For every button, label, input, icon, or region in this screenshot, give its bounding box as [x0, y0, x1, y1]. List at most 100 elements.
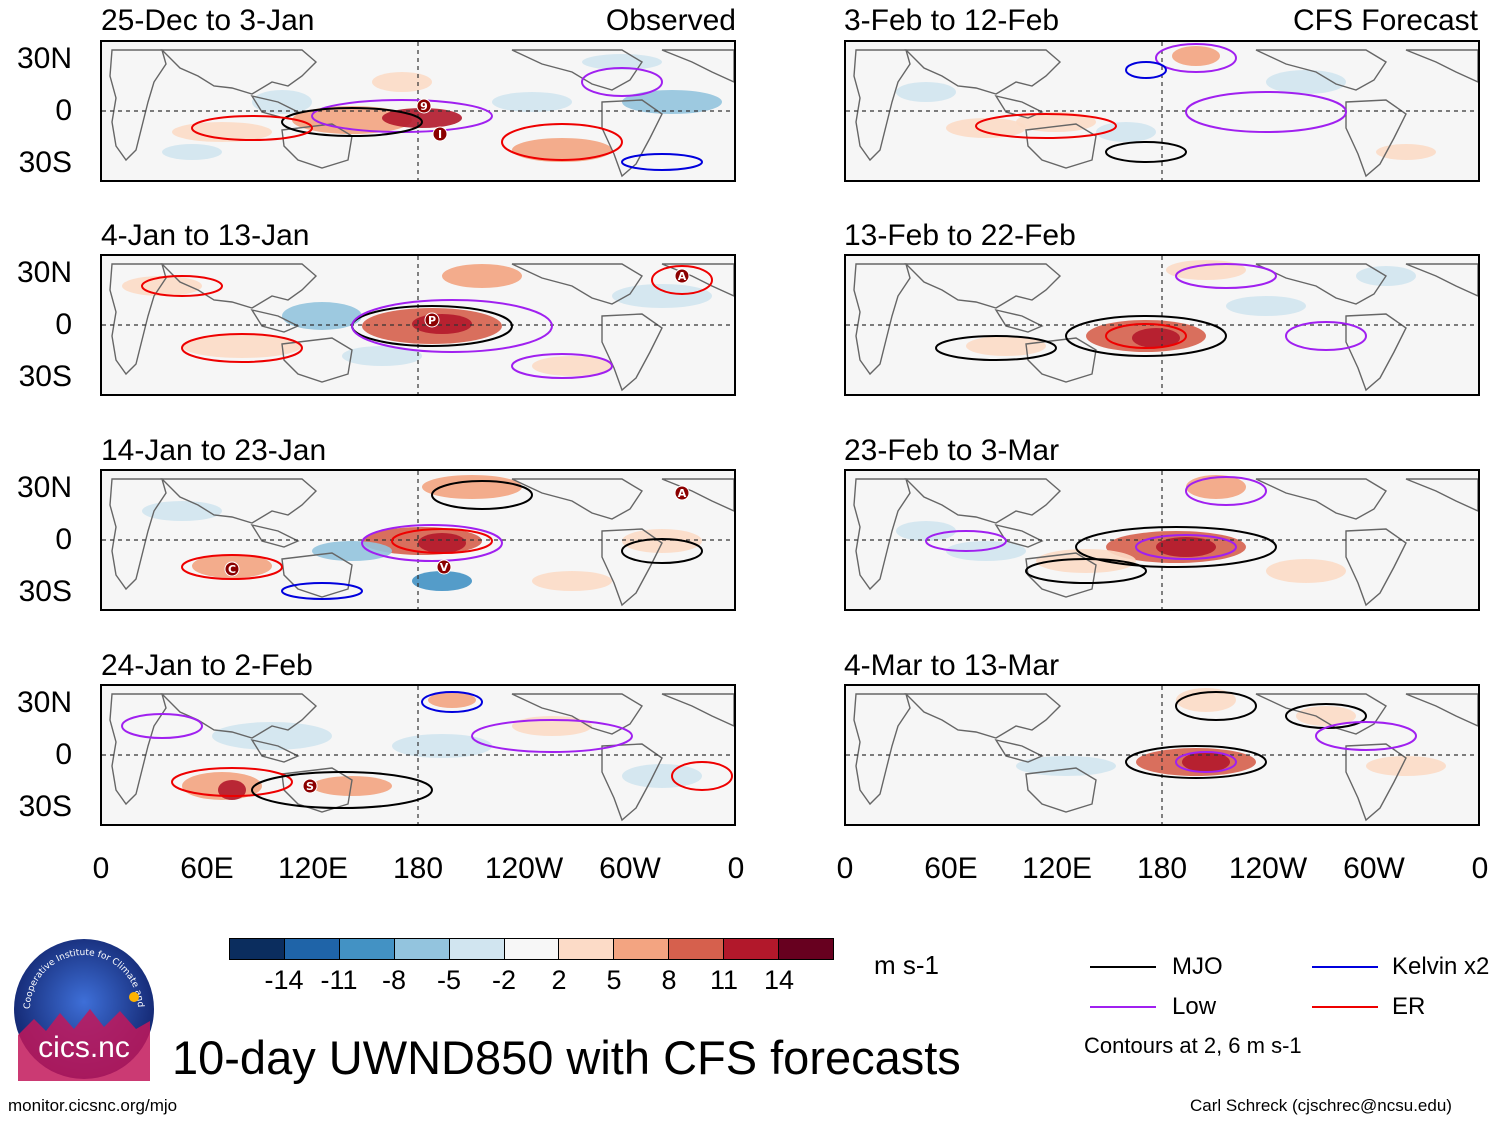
- coastline: [1345, 313, 1407, 392]
- contour-low: [511, 353, 613, 379]
- coastline: [250, 308, 300, 333]
- wind-anomaly-shading: [282, 302, 362, 330]
- storm-marker: V: [436, 559, 452, 575]
- colorbar-swatch-8: [668, 938, 725, 960]
- lat-label-30s-1: 30S: [18, 146, 72, 179]
- wind-anomaly-shading: [412, 314, 472, 334]
- coastline: [281, 337, 353, 383]
- wind-anomaly-shading: [1182, 752, 1230, 772]
- legend-label-low: Low: [1172, 993, 1217, 1020]
- contour-low: [1185, 476, 1267, 506]
- legend-label-er: ER: [1392, 993, 1426, 1020]
- contour-kelvin: [1125, 61, 1167, 79]
- coastline: [1025, 767, 1097, 813]
- contour-mjo: [1065, 315, 1227, 357]
- coastline: [1405, 49, 1478, 83]
- legend-label-kelvin: Kelvin x2: [1392, 953, 1490, 980]
- panel-title-right-4: 4-Mar to 13-Mar: [844, 649, 1060, 682]
- wind-anomaly-shading: [182, 334, 302, 358]
- coastline: [1255, 478, 1387, 520]
- lon-label-right-360: 0: [1471, 852, 1489, 885]
- wind-anomaly-shading: [172, 122, 272, 142]
- coastline: [1405, 693, 1478, 727]
- coastline: [1405, 478, 1478, 512]
- contour-mjo: [431, 480, 533, 510]
- contour-kelvin: [621, 153, 703, 171]
- coastline: [109, 263, 167, 376]
- map-left-3: C V A: [100, 469, 736, 611]
- lon-label-left-60e: 60E: [180, 852, 234, 885]
- coastline: [511, 693, 643, 735]
- colorbar-label-p14: 14: [763, 965, 795, 995]
- lon-label-right-60e: 60E: [924, 852, 978, 885]
- lat-label-30s-2: 30S: [18, 360, 72, 393]
- contour-er: [141, 275, 223, 297]
- storm-marker-label: S: [306, 780, 314, 793]
- wind-anomaly-shading: [1176, 688, 1236, 712]
- panel-title-right-3: 23-Feb to 3-Mar: [844, 434, 1060, 467]
- coastline: [511, 49, 643, 91]
- colorbar: [229, 938, 834, 962]
- coastline: [1345, 528, 1407, 607]
- coastline: [661, 49, 734, 83]
- coastline: [160, 263, 318, 309]
- legend-line-low: [1090, 1006, 1156, 1008]
- contour-mjo: [251, 771, 433, 809]
- contour-mjo: [1025, 558, 1147, 584]
- contour-kelvin: [421, 691, 483, 713]
- lat-label-30n-2: 30N: [16, 256, 72, 289]
- coastline: [511, 478, 643, 520]
- contour-low: [925, 530, 1007, 552]
- colorbar-label-m8: -8: [381, 965, 406, 995]
- coastline: [904, 263, 1062, 309]
- wind-anomaly-shading: [1132, 328, 1180, 348]
- wind-anomaly-shading: [532, 571, 612, 591]
- contour-kelvin: [281, 582, 363, 600]
- coastline: [853, 478, 911, 591]
- wind-anomaly-shading: [1266, 70, 1346, 94]
- contour-mjo: [621, 538, 703, 564]
- map-right-4: [844, 684, 1480, 826]
- wind-anomaly-shading: [372, 72, 432, 92]
- coastline: [1025, 552, 1097, 598]
- coastline: [994, 308, 1044, 333]
- contour-low: [471, 719, 633, 753]
- wind-anomaly-shading: [312, 541, 392, 561]
- footer-url[interactable]: monitor.cicsnc.org/mjo: [8, 1096, 178, 1115]
- wind-anomaly-shading: [412, 571, 472, 591]
- coastline: [904, 49, 1062, 95]
- legend-line-mjo: [1090, 966, 1156, 968]
- lon-label-right-60w: 60W: [1343, 852, 1405, 885]
- contour-low: [1315, 721, 1417, 751]
- wind-anomaly-shading: [342, 346, 422, 366]
- coastline: [904, 693, 1062, 739]
- contour-er: [171, 767, 293, 797]
- coastline: [511, 263, 643, 305]
- wind-anomaly-shading: [492, 92, 572, 112]
- wind-anomaly-shading: [442, 264, 522, 288]
- contour-low: [361, 524, 503, 562]
- legend-contour-note: Contours at 2, 6 m s-1: [1084, 1033, 1302, 1058]
- coastline: [853, 49, 911, 162]
- wind-anomaly-shading: [252, 90, 312, 114]
- contour-low: [121, 713, 203, 739]
- coastline: [160, 478, 318, 524]
- coastline: [281, 552, 353, 598]
- colorbar-label-p2: 2: [551, 965, 567, 995]
- wind-anomaly-shading: [1166, 260, 1246, 280]
- wind-anomaly-shading: [392, 734, 492, 758]
- storm-marker: A: [674, 268, 690, 284]
- colorbar-label-m2: -2: [491, 965, 516, 995]
- lon-label-left-120e: 120E: [277, 852, 349, 885]
- wind-anomaly-shading: [1096, 122, 1156, 142]
- legend-label-mjo: MJO: [1172, 953, 1223, 980]
- lon-label-right-120w: 120W: [1228, 852, 1308, 885]
- wind-anomaly-shading: [1156, 537, 1216, 557]
- wind-anomaly-shading: [1016, 756, 1116, 776]
- wind-anomaly-shading: [1366, 756, 1446, 776]
- lat-label-eq-4: 0: [55, 738, 72, 771]
- lon-label-left-360: 0: [727, 852, 745, 885]
- lat-label-eq-3: 0: [55, 523, 72, 556]
- wind-anomaly-shading: [612, 284, 712, 308]
